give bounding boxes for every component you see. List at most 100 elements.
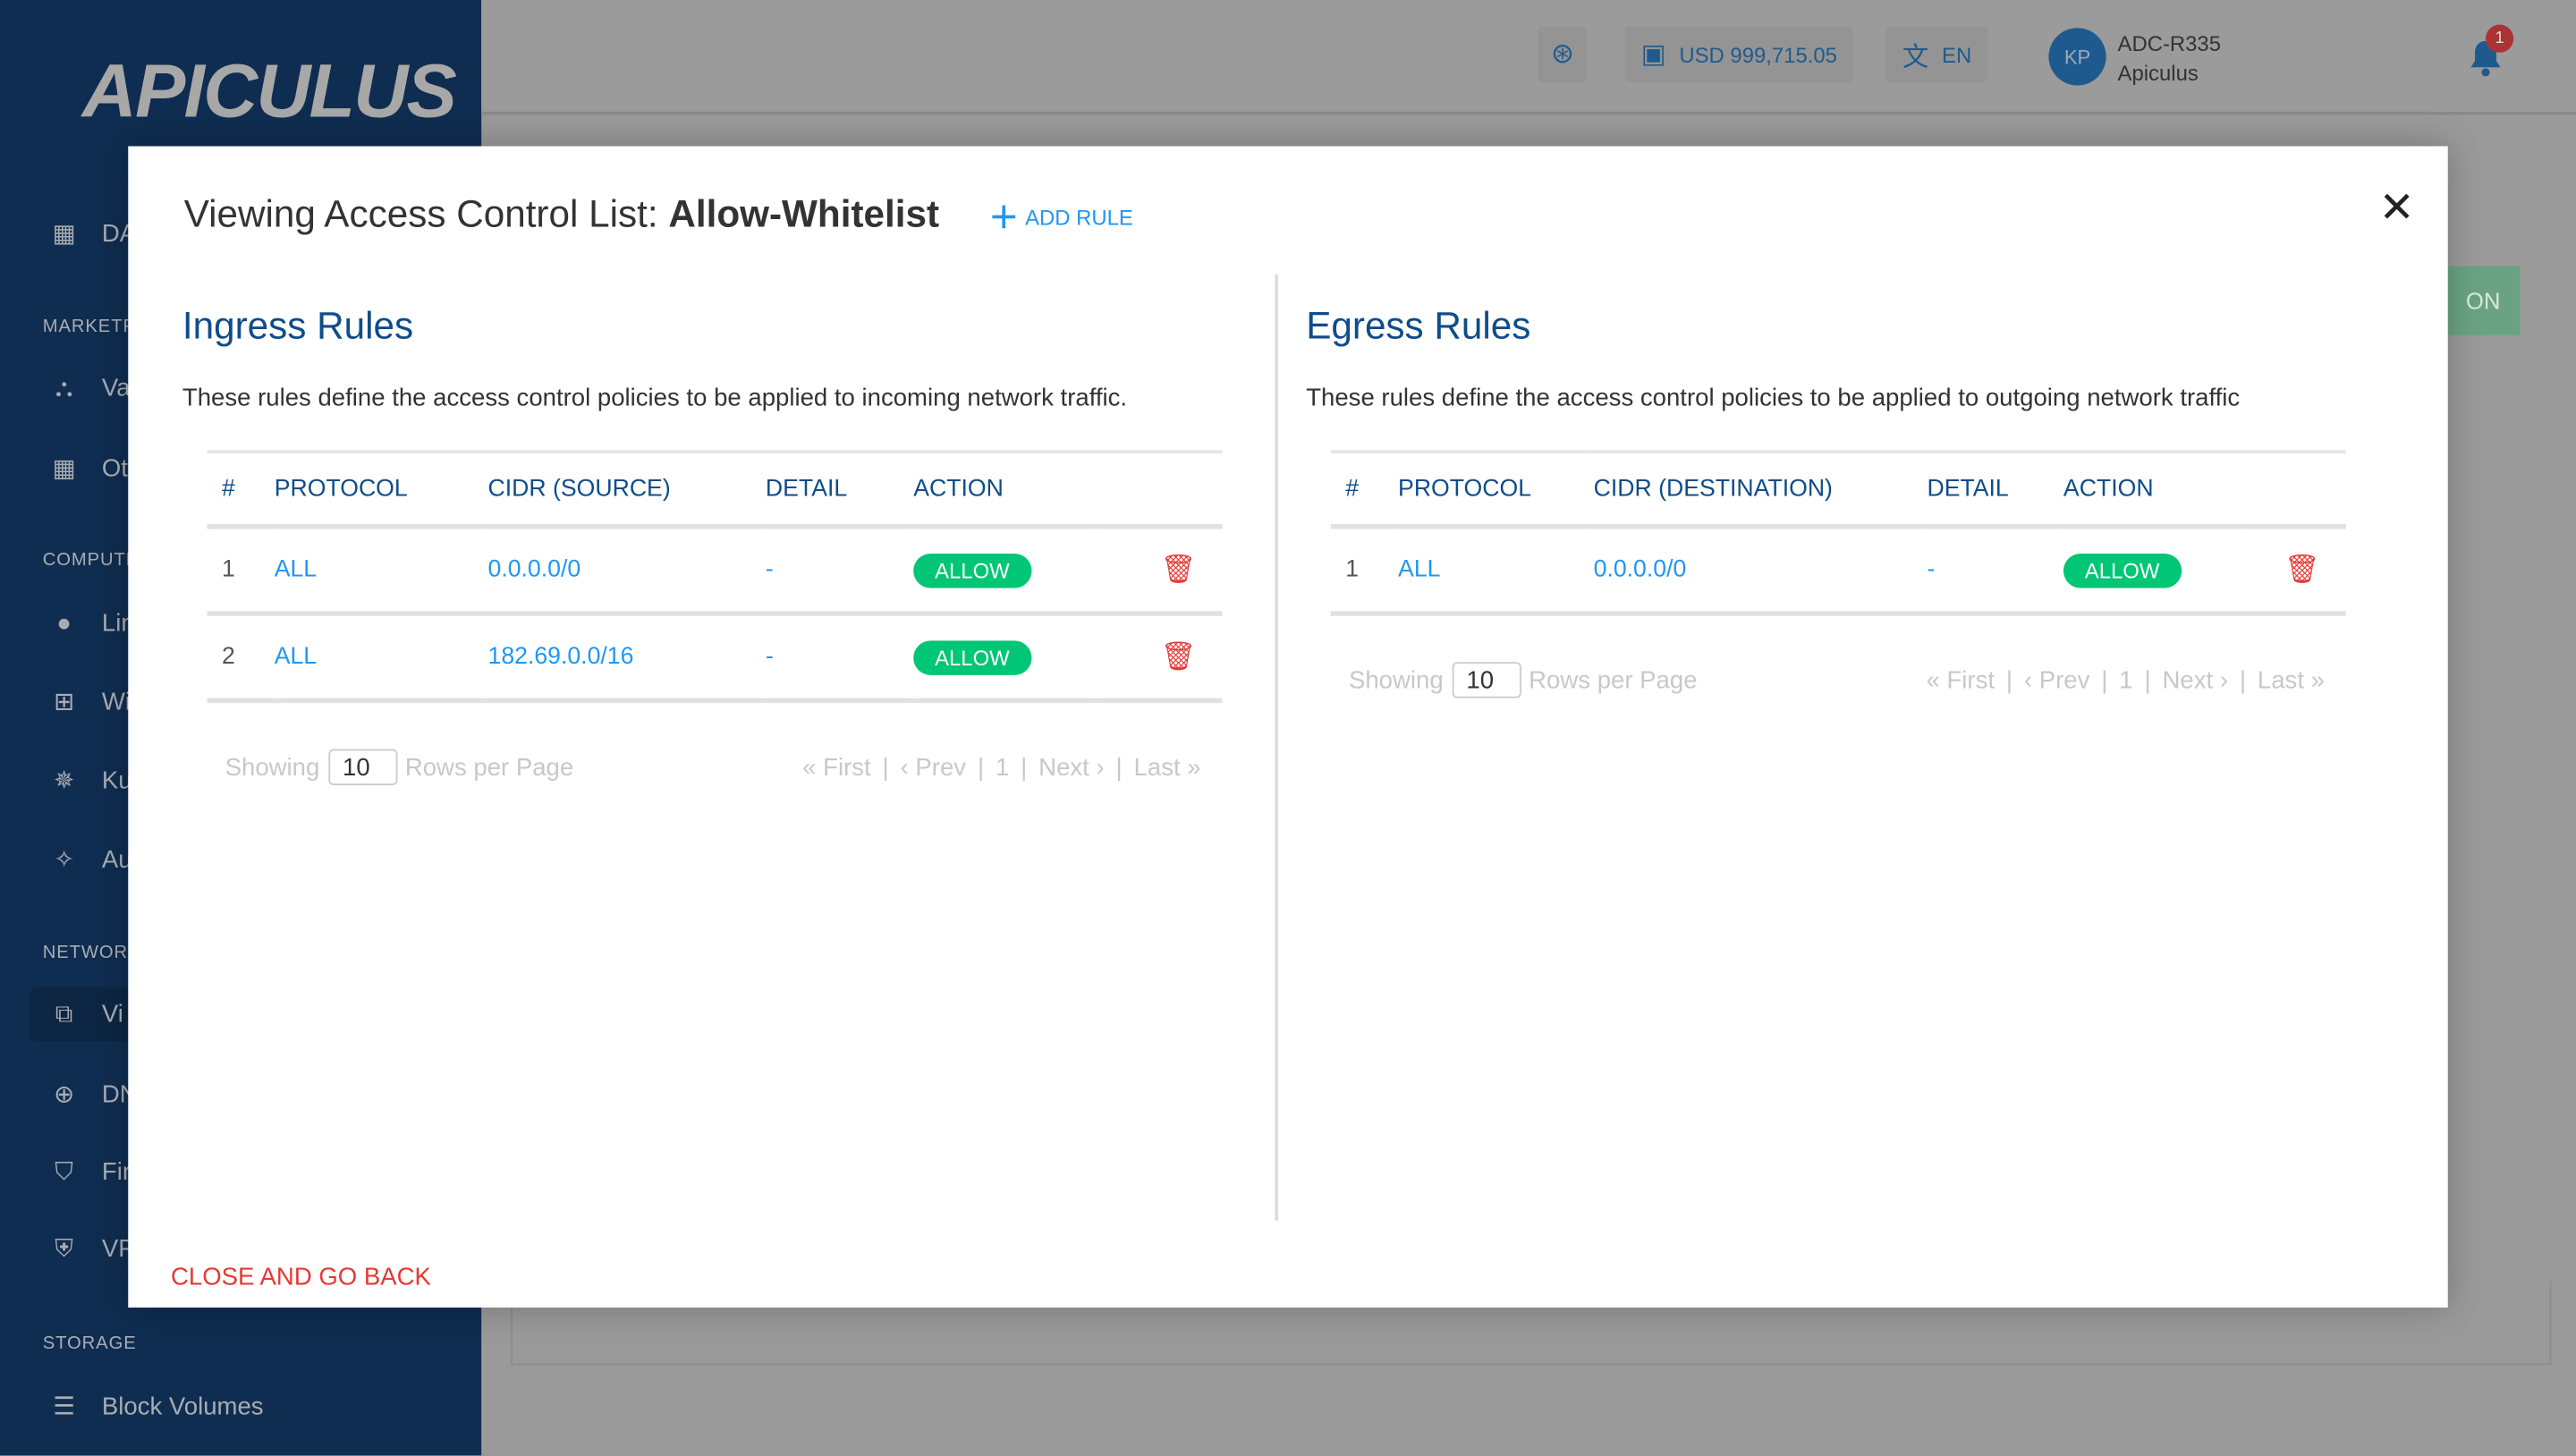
rules-table: # PROTOCOL CIDR (SOURCE) DETAIL ACTION 1 ALL… [207,450,1223,704]
wallet-balance[interactable]: ▣ USD 999,715.05 [1624,26,1854,82]
plus-icon [992,205,1016,229]
sidebar-item[interactable]: ✧ Au [49,844,132,875]
first-page-link[interactable]: « First [802,753,871,782]
sidebar-item[interactable]: ☰ Block Volumes [49,1392,263,1421]
linux-icon: ● [56,609,72,638]
avatar[interactable]: KP [2048,28,2106,86]
column-header[interactable]: # [207,450,273,529]
wallet-icon: ▣ [1640,40,1666,70]
cidr-cell: 0.0.0.0/0 [1591,526,1926,616]
logo: APICULUS [81,47,457,133]
sidebar-item[interactable]: ⛉ Fir [49,1158,131,1186]
protocol-cell: ALL [272,614,487,704]
kubernetes-icon: ✵ [54,766,75,795]
sidebar-item-label: Ot [101,453,128,483]
sidebar-section: STORAGE [42,1333,137,1354]
background-button: ON [2445,266,2521,335]
sidebar-item[interactable]: ⛨ VP [49,1235,134,1263]
shapes-icon: ⛬ [55,374,73,402]
sidebar-item[interactable]: ⛬ Va [49,374,131,402]
sidebar-item[interactable]: ⊞ Wi [49,687,131,716]
sidebar-item-label: Vi [101,1000,123,1029]
sidebar-item[interactable]: ⊕ DN [49,1079,138,1109]
notification-badge: 1 [2485,24,2514,53]
sidebar-item-label: Wi [101,687,131,715]
sidebar-item[interactable]: ● Lin [49,609,134,638]
allow-badge: ALLOW [2063,553,2182,588]
topbar [481,0,2576,115]
apps-grid-icon: ▦ [52,454,76,483]
network-icon: ⧉ [55,1000,73,1029]
translate-icon: 文 [1902,44,1929,72]
egress-panel: Egress Rules These rules define the acce… [1306,304,2346,698]
sidebar-item[interactable]: ✵ Ku [49,766,132,795]
close-and-go-back-button[interactable]: CLOSE AND GO BACK [171,1263,431,1291]
sidebar-item[interactable]: ▦ DA [49,218,137,249]
next-page-link[interactable]: Next › [1038,753,1105,782]
column-header[interactable]: PROTOCOL [272,450,487,529]
close-icon[interactable]: ✕ [2378,182,2415,232]
prev-page-link[interactable]: ‹ Prev [2023,665,2090,695]
sidebar-item-label: Va [101,374,131,402]
rules-table: # PROTOCOL CIDR (DESTINATION) DETAIL ACTION … [1330,450,2346,616]
sidebar-item-label: Block Volumes [101,1392,264,1420]
action-cell: ALLOW [911,614,1097,704]
column-header[interactable]: DETAIL [1925,450,2063,529]
panel-description: These rules define the access control po… [182,384,1128,413]
magic-wand-icon: ✧ [54,845,75,875]
sidebar-item-label: Ku [101,766,132,795]
table-row: 1 ALL 0.0.0.0/0 - ALLOW 🗑︎ [207,526,1223,616]
user-menu[interactable]: ADC-R335 Apiculus [2117,30,2222,86]
sidebar-item-label: Au [101,844,132,874]
dashboard-icon: ▦ [52,220,76,249]
block-volumes-icon: ☰ [53,1393,75,1421]
detail-cell: - [764,526,912,616]
divider [1275,274,1278,1221]
cidr-cell: 182.69.0.0/16 [486,614,765,704]
first-page-link[interactable]: « First [1926,665,1996,695]
prev-page-link[interactable]: ‹ Prev [900,753,967,782]
rows-per-page-input[interactable]: 10 [1451,662,1521,698]
column-header[interactable]: PROTOCOL [1396,450,1592,529]
protocol-cell: ALL [1396,526,1592,616]
globe-icon: ⊕ [54,1080,75,1109]
column-header[interactable]: DETAIL [764,450,912,529]
last-page-link[interactable]: Last » [1133,753,1201,782]
support-button[interactable]: ⊛ [1538,26,1588,82]
lifebuoy-icon: ⊛ [1550,38,1575,70]
protocol-cell: ALL [272,526,487,616]
page-number[interactable]: 1 [995,753,1010,782]
pagination: Showing 10 Rows per Page « First | ‹ Prev |… [225,749,1201,785]
sidebar-item-label: Fir [101,1157,131,1187]
detail-cell: - [1925,526,2063,616]
sidebar-item[interactable]: ▦ Ot [49,453,128,483]
column-header[interactable]: CIDR (DESTINATION) [1591,450,1926,529]
rows-per-page-input[interactable]: 10 [327,749,397,785]
column-header[interactable]: ACTION [2062,450,2246,529]
rule-number: 2 [207,614,273,704]
last-page-link[interactable]: Last » [2257,665,2325,695]
trash-icon[interactable]: 🗑︎ [2284,553,2320,585]
table-row: 2 ALL 182.69.0.0/16 - ALLOW 🗑︎ [207,614,1223,704]
panel-title: Ingress Rules [182,303,414,347]
detail-cell: - [764,614,912,704]
action-cell: ALLOW [911,526,1097,616]
language-selector[interactable]: 文 EN [1885,26,1988,82]
allow-badge: ALLOW [913,639,1031,674]
background-card [511,1281,2552,1366]
table-row: 1 ALL 0.0.0.0/0 - ALLOW 🗑︎ [1330,526,2346,616]
column-header[interactable]: ACTION [911,450,1097,529]
panel-description: These rules define the access control po… [1306,384,2241,413]
acl-modal: Viewing Access Control List: Allow-White… [128,146,2448,1308]
column-header[interactable]: CIDR (SOURCE) [486,450,765,529]
trash-icon[interactable]: 🗑︎ [1160,553,1197,585]
sidebar-item[interactable]: ⧉ Vi [30,986,143,1042]
column-header[interactable]: # [1330,450,1397,529]
next-page-link[interactable]: Next › [2162,665,2229,695]
allow-badge: ALLOW [913,553,1031,588]
add-rule-button[interactable]: ADD RULE [991,204,1133,230]
action-cell: ALLOW [2062,526,2246,616]
modal-title: Viewing Access Control List: Allow-White… [183,191,940,235]
trash-icon[interactable]: 🗑︎ [1160,640,1197,673]
page-number[interactable]: 1 [2119,665,2133,695]
